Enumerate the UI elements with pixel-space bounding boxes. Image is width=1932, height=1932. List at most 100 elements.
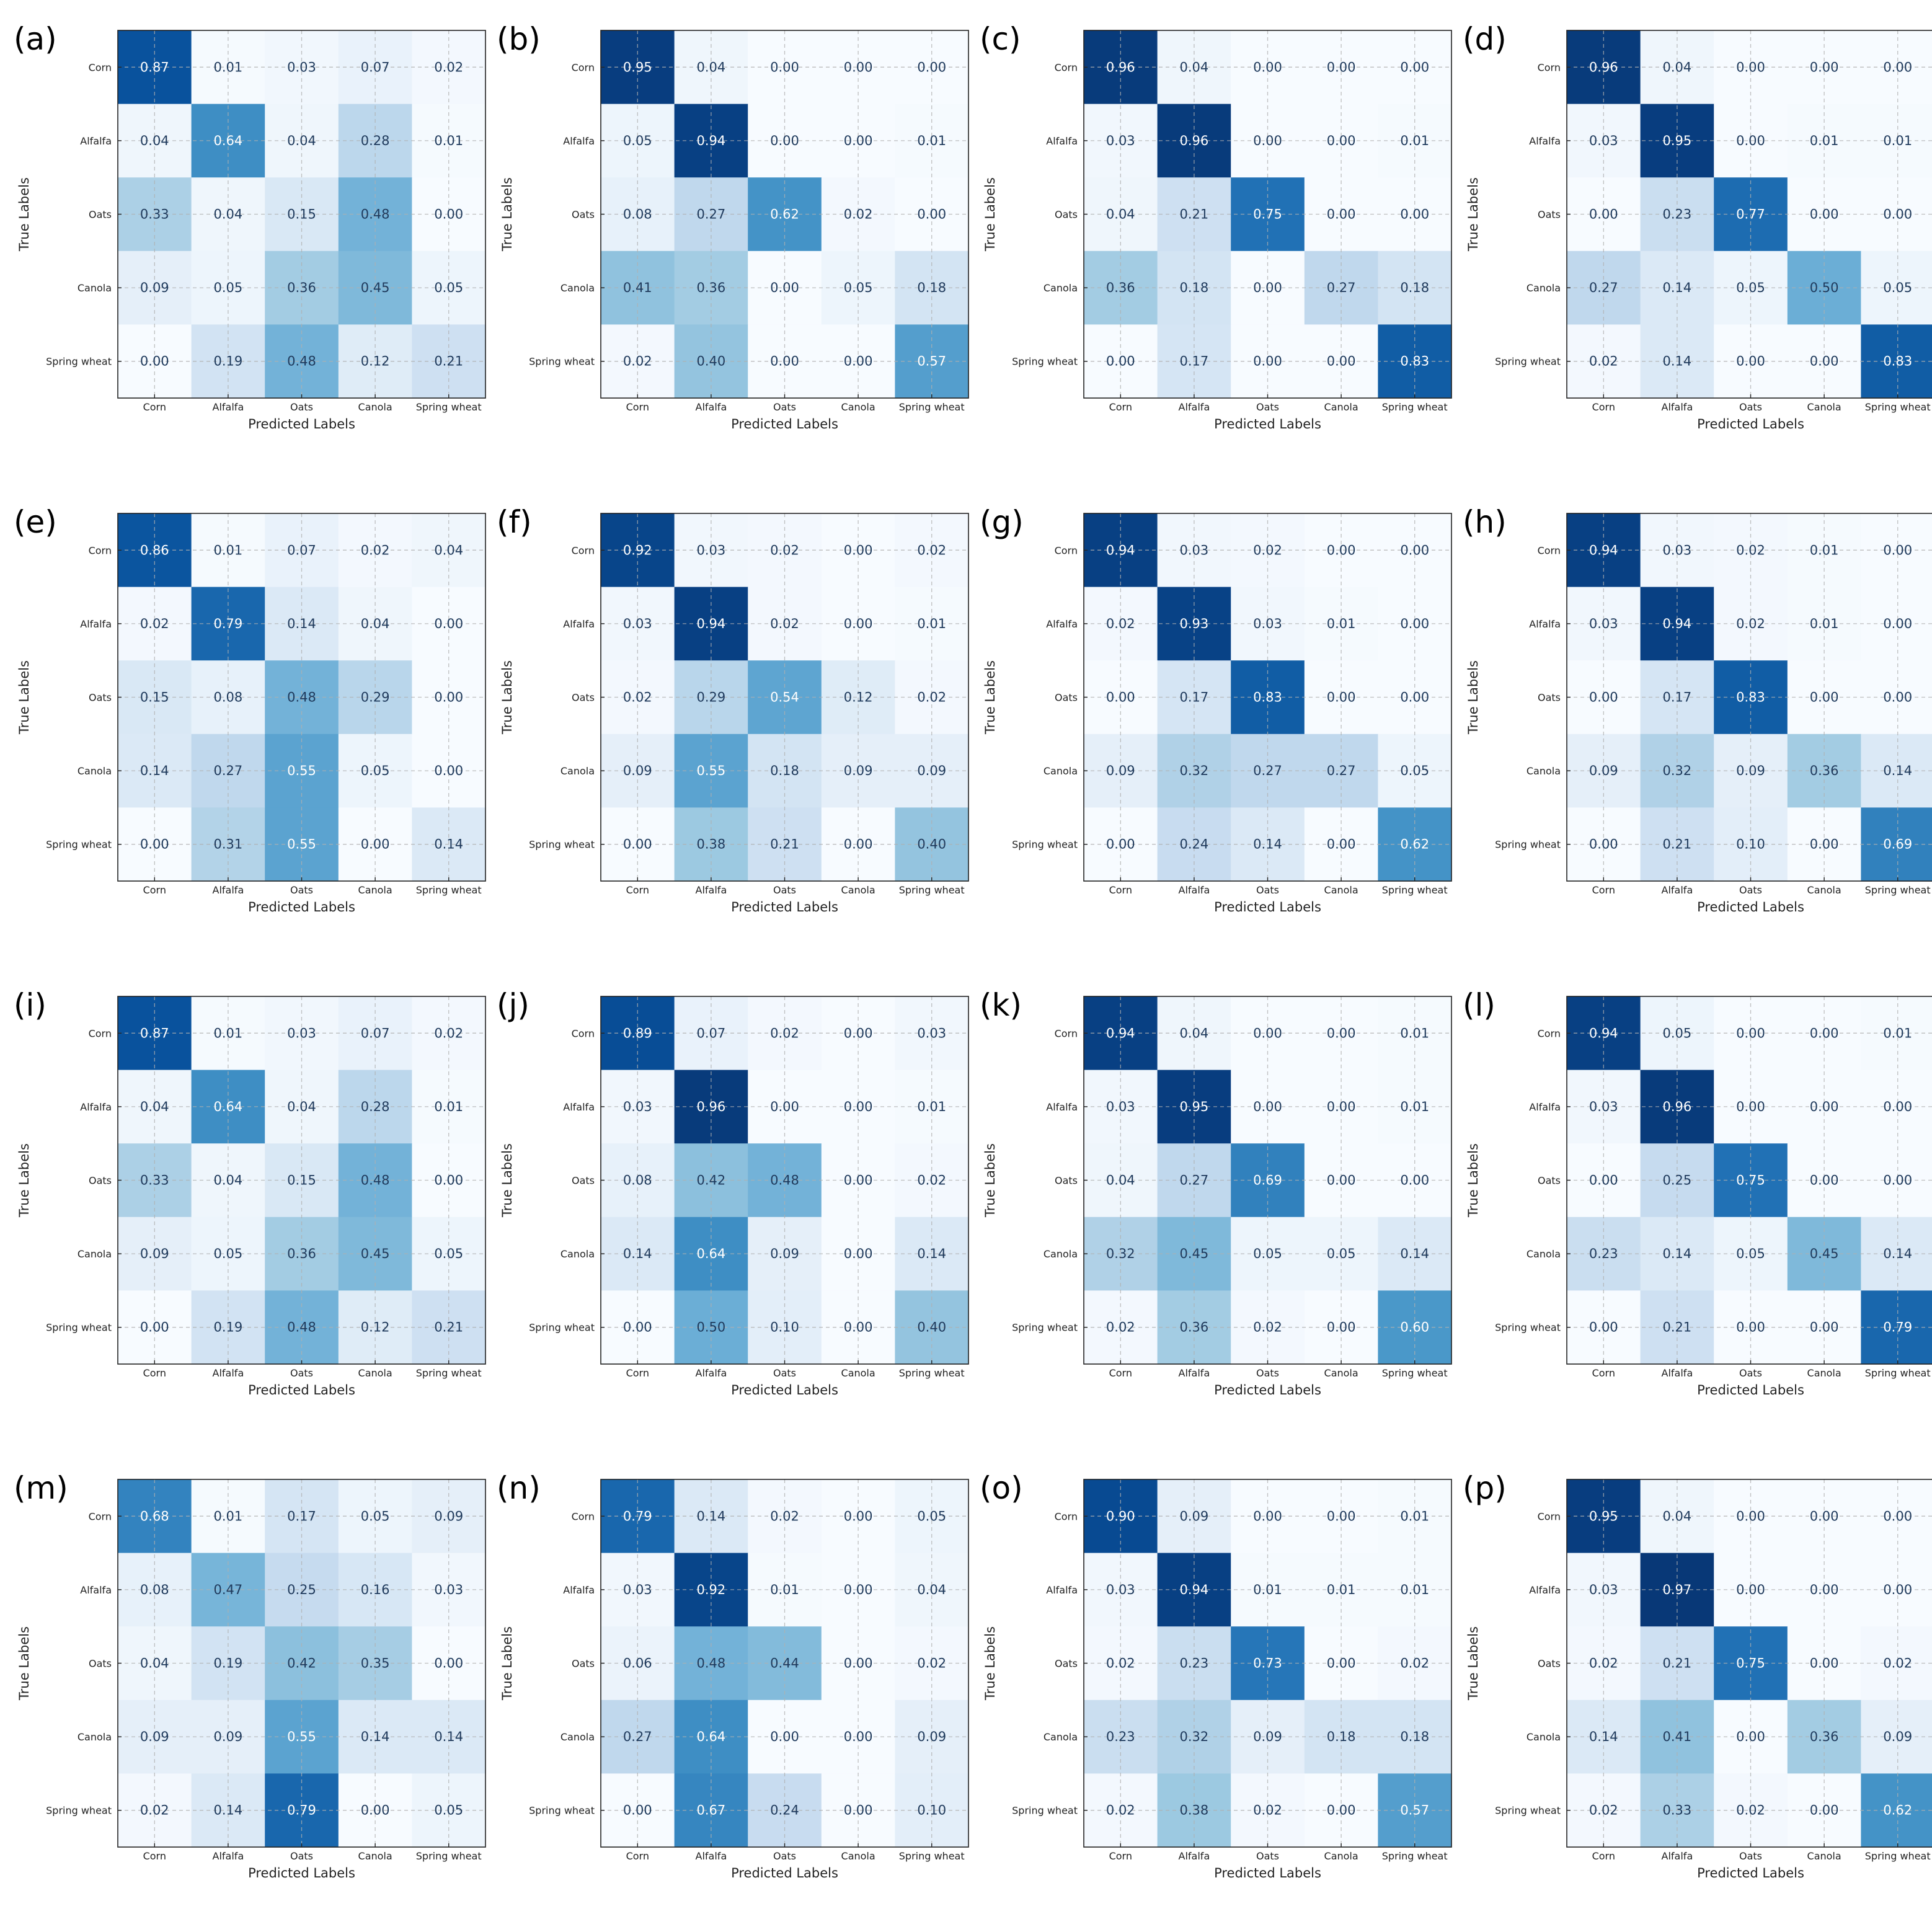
y-tick-label: Canola	[1044, 765, 1078, 777]
cell-value-label: 0.03	[623, 1582, 652, 1597]
x-tick-label: Spring wheat	[1865, 884, 1931, 896]
cell-value-label: 0.00	[1810, 690, 1839, 705]
cell-value-label: 0.94	[1663, 616, 1692, 631]
y-tick-label: Alfalfa	[1046, 618, 1078, 630]
cell-value-label: 0.05	[434, 1246, 463, 1261]
cell-value-label: 0.48	[770, 1173, 799, 1188]
cell-value-label: 0.01	[1327, 1582, 1356, 1597]
confusion-matrix-panel: (f) 0.92 0.03 0.02 0.00 0.02 0.03 0.94 0.02 0.00 0…	[483, 483, 969, 966]
cell-value-label: 0.04	[361, 616, 390, 631]
cell-value-label: 0.96	[1663, 1099, 1692, 1114]
x-tick-label: Oats	[1739, 884, 1762, 896]
cell-value-label: 0.14	[1883, 763, 1912, 778]
cell-value-label: 0.09	[140, 1246, 169, 1261]
x-tick-label: Spring wheat	[899, 1850, 965, 1862]
cell-value-label: 0.14	[1253, 837, 1282, 852]
cell-value-label: 0.00	[844, 543, 873, 557]
confusion-matrix-panel: (j) 0.89 0.07 0.02 0.00 0.03 0.03 0.96 0.00 0.00 0…	[483, 966, 969, 1449]
cell-value-label: 0.00	[1736, 1729, 1765, 1744]
cell-value-label: 0.95	[1663, 133, 1692, 148]
cell-value-label: 0.00	[770, 60, 799, 74]
cell-value-label: 0.00	[844, 1246, 873, 1261]
cell-value-label: 0.45	[1810, 1246, 1839, 1261]
cell-value-label: 0.00	[844, 1026, 873, 1040]
cell-value-label: 0.00	[1589, 1173, 1618, 1188]
x-axis-title: Predicted Labels	[731, 1383, 838, 1398]
confusion-matrix-panel: (d) 0.96 0.04 0.00 0.00 0.00 0.03 0.95 0.00 0.01 0…	[1449, 0, 1932, 483]
cell-value-label: 0.23	[1106, 1729, 1135, 1744]
cell-value-label: 0.00	[770, 1729, 799, 1744]
y-axis-title: True Labels	[983, 1143, 998, 1218]
cell-value-label: 0.00	[844, 1099, 873, 1114]
cell-value-label: 0.00	[1810, 1509, 1839, 1523]
y-axis-title: True Labels	[17, 1143, 32, 1218]
cell-value-label: 0.00	[1883, 207, 1912, 222]
cell-value-label: 0.02	[917, 1656, 946, 1671]
y-axis-title: True Labels	[17, 660, 32, 735]
cell-value-label: 0.97	[1663, 1582, 1692, 1597]
cell-value-label: 0.27	[1327, 280, 1356, 295]
cell-value-label: 0.92	[623, 543, 652, 557]
y-tick-label: Corn	[1055, 1510, 1078, 1522]
cell-value-label: 0.03	[434, 1582, 463, 1597]
cell-value-label: 0.00	[1736, 1026, 1765, 1040]
cell-value-label: 0.00	[844, 1656, 873, 1671]
cell-value-label: 0.89	[623, 1026, 652, 1040]
cell-value-label: 0.00	[1810, 1656, 1839, 1671]
x-tick-label: Corn	[143, 1367, 166, 1379]
cell-value-label: 0.14	[1663, 354, 1692, 369]
x-tick-label: Oats	[1256, 884, 1279, 896]
heatmap-svg: 0.96 0.04 0.00 0.00 0.00 0.03 0.96 0.00 0.00 0.01…	[983, 30, 1452, 432]
cell-value-label: 0.32	[1180, 763, 1209, 778]
cell-value-label: 0.36	[697, 280, 726, 295]
cell-value-label: 0.01	[434, 133, 463, 148]
y-tick-label: Oats	[89, 1658, 112, 1670]
cell-value-label: 0.00	[770, 133, 799, 148]
cell-value-label: 0.29	[361, 690, 390, 705]
cell-value-label: 0.42	[287, 1656, 316, 1671]
cell-value-label: 0.87	[140, 1026, 169, 1040]
cell-value-label: 0.03	[1106, 133, 1135, 148]
y-tick-label: Corn	[89, 544, 112, 556]
cell-value-label: 0.45	[361, 1246, 390, 1261]
cell-value-label: 0.38	[1180, 1803, 1209, 1818]
cell-value-label: 0.14	[1589, 1729, 1618, 1744]
y-tick-label: Corn	[89, 1027, 112, 1039]
cell-value-label: 0.04	[917, 1582, 946, 1597]
cell-value-label: 0.00	[1883, 1099, 1912, 1114]
y-tick-label: Alfalfa	[1529, 135, 1561, 147]
cell-value-label: 0.09	[1589, 763, 1618, 778]
x-tick-label: Canola	[841, 1367, 875, 1379]
cell-value-label: 0.00	[844, 60, 873, 74]
y-tick-label: Spring wheat	[1495, 356, 1561, 368]
cell-value-label: 0.00	[1810, 1582, 1839, 1597]
cell-value-label: 0.00	[1253, 1099, 1282, 1114]
cell-value-label: 0.01	[1883, 133, 1912, 148]
cell-value-label: 0.02	[361, 543, 390, 557]
y-tick-label: Alfalfa	[563, 618, 595, 630]
cell-value-label: 0.01	[214, 1509, 243, 1523]
x-axis-title: Predicted Labels	[1697, 1383, 1804, 1398]
cell-value-label: 0.14	[140, 763, 169, 778]
cell-value-label: 0.79	[287, 1803, 316, 1818]
x-tick-label: Corn	[1592, 1367, 1615, 1379]
cell-value-label: 0.83	[1400, 354, 1429, 369]
x-tick-label: Spring wheat	[1382, 1850, 1448, 1862]
cell-value-label: 0.02	[140, 1803, 169, 1818]
cell-value-label: 0.05	[623, 133, 652, 148]
cell-value-label: 0.18	[1400, 1729, 1429, 1744]
cell-value-label: 0.00	[770, 354, 799, 369]
y-tick-label: Spring wheat	[1495, 1322, 1561, 1334]
x-axis-title: Predicted Labels	[248, 417, 355, 432]
x-tick-label: Oats	[1256, 401, 1279, 413]
x-tick-label: Spring wheat	[416, 884, 482, 896]
cell-value-label: 0.01	[1327, 616, 1356, 631]
cell-value-label: 0.00	[1589, 690, 1618, 705]
cell-value-label: 0.00	[1883, 616, 1912, 631]
cell-value-label: 0.83	[1736, 690, 1765, 705]
cell-value-label: 0.62	[770, 207, 799, 222]
cell-value-label: 0.00	[434, 763, 463, 778]
cell-value-label: 0.09	[623, 763, 652, 778]
cell-value-label: 0.05	[1327, 1246, 1356, 1261]
confusion-matrix-panel: (p) 0.95 0.04 0.00 0.00 0.00 0.03 0.97 0.00 0.00 0…	[1449, 1449, 1932, 1932]
